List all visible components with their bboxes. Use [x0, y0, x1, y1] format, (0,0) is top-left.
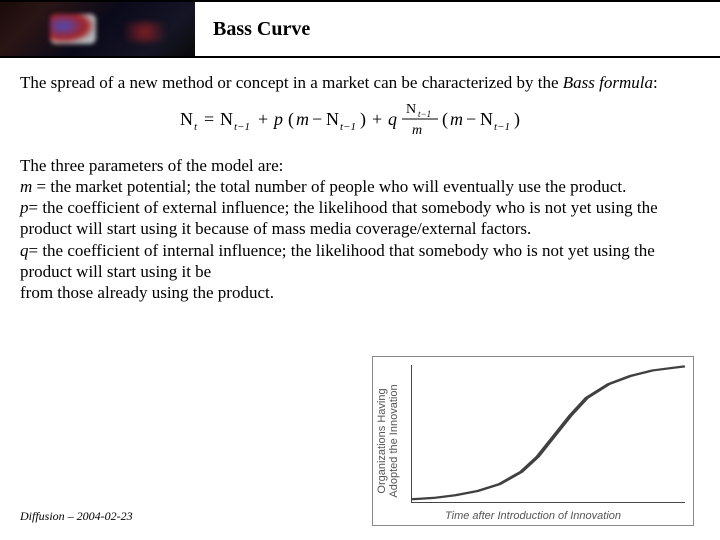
svg-text:−: −: [312, 109, 322, 129]
page-title: Bass Curve: [213, 18, 310, 41]
svg-text:): ): [360, 109, 366, 130]
slide-header: Bass Curve: [0, 0, 720, 58]
svg-text:m: m: [296, 109, 309, 129]
chart-line-svg: [412, 365, 685, 502]
s-curve-chart: Organizations Having Adopted the Innovat…: [372, 356, 694, 526]
svg-text:): ): [514, 109, 520, 130]
svg-text:N: N: [326, 109, 339, 129]
formula-svg: N t = N t−1 + p ( m − N t−1 ) + q N t−1 …: [180, 99, 540, 139]
svg-text:t−1: t−1: [234, 121, 250, 133]
svg-text:N: N: [220, 109, 233, 129]
intro-text: The spread of a new method or concept in…: [20, 73, 563, 92]
param-p: p= the coefficient of external influence…: [20, 197, 700, 240]
svg-text:m: m: [412, 123, 422, 138]
svg-text:t: t: [194, 121, 198, 133]
chart-plot-area: [411, 365, 685, 503]
intro-tail: :: [653, 73, 658, 92]
svg-text:+: +: [372, 109, 382, 129]
header-decorative-image: [0, 2, 195, 56]
svg-text:N: N: [480, 109, 493, 129]
param-p-text: = the coefficient of external influence;…: [20, 198, 658, 238]
svg-text:t−1: t−1: [340, 121, 356, 133]
svg-text:t−1: t−1: [494, 121, 510, 133]
bass-formula: N t = N t−1 + p ( m − N t−1 ) + q N t−1 …: [20, 99, 700, 144]
chart-y-axis-label: Organizations Having Adopted the Innovat…: [376, 366, 400, 516]
svg-text:(: (: [288, 109, 294, 130]
param-q-line2: from those already using the product.: [20, 282, 700, 303]
param-m-var: m: [20, 177, 32, 196]
chart-x-axis-label: Time after Introduction of Innovation: [373, 510, 693, 522]
svg-text:N: N: [406, 102, 416, 117]
svg-text:p: p: [272, 109, 283, 129]
svg-text:+: +: [258, 109, 268, 129]
svg-text:q: q: [388, 109, 397, 129]
param-m: m = the market potential; the total numb…: [20, 176, 700, 197]
param-q: q= the coefficient of internal influence…: [20, 240, 700, 283]
param-p-var: p: [20, 198, 29, 217]
svg-text:−: −: [466, 109, 476, 129]
svg-text:(: (: [442, 109, 448, 130]
svg-text:N: N: [180, 109, 193, 129]
param-m-text: = the market potential; the total number…: [32, 177, 626, 196]
svg-text:t−1: t−1: [418, 109, 431, 119]
slide-body: The spread of a new method or concept in…: [0, 58, 720, 303]
svg-text:m: m: [450, 109, 463, 129]
param-q-var: q: [20, 241, 29, 260]
params-lead: The three parameters of the model are:: [20, 155, 700, 176]
svg-text:=: =: [204, 109, 214, 129]
slide-footer: Diffusion – 2004-02-23: [20, 509, 133, 524]
param-q-text-1: = the coefficient of internal influence;…: [20, 241, 655, 281]
intro-italic: Bass formula: [563, 73, 653, 92]
parameters-block: The three parameters of the model are: m…: [20, 155, 700, 304]
intro-paragraph: The spread of a new method or concept in…: [20, 72, 700, 93]
